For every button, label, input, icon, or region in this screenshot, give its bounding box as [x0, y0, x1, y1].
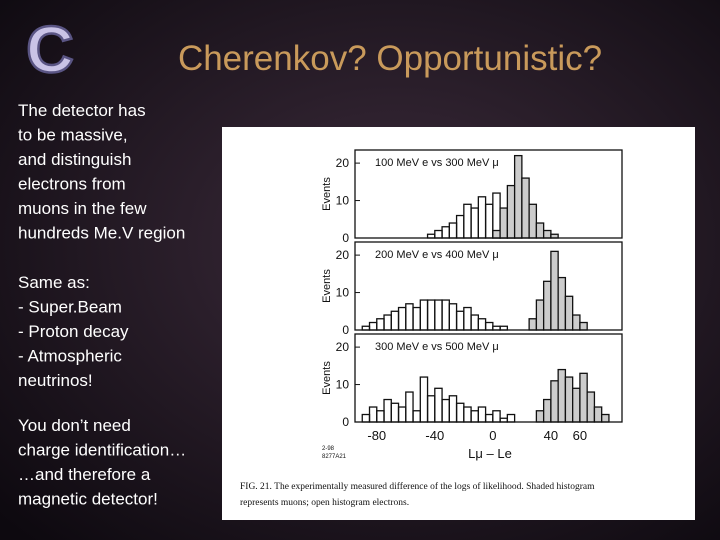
y-tick-label: 20 [336, 248, 350, 262]
histogram-bin [593, 406, 603, 423]
histogram-bin [513, 154, 523, 239]
body-line: - Proton decay [18, 322, 129, 341]
histogram-bin [521, 177, 530, 239]
panel-frame [354, 149, 623, 239]
y-tick-label: 10 [336, 286, 350, 300]
y-tick-label: 0 [342, 323, 349, 337]
histogram-bin [557, 368, 567, 423]
logo: C [26, 12, 74, 86]
panel-title: 200 MeV e vs 400 MeV μ [375, 249, 499, 261]
body-line: The detector has [18, 101, 146, 120]
histogram-bin [601, 413, 610, 423]
x-tick-label: -40 [425, 428, 444, 443]
y-tick-label: 20 [336, 156, 350, 170]
panel-frame [354, 241, 623, 331]
body-line: neutrinos! [18, 371, 93, 390]
y-axis-label: Events [321, 269, 333, 303]
body-line: …and therefore a [18, 465, 151, 484]
figure-code: 2-98 [322, 446, 335, 452]
body-line: electrons from [18, 175, 126, 194]
body-line: muons in the few [18, 199, 147, 218]
histogram-bin [506, 184, 516, 239]
slide-title: Cherenkov? Opportunistic? [178, 39, 602, 78]
figure-box [222, 127, 695, 520]
histogram-bin [542, 398, 552, 423]
y-axis-label: Events [321, 177, 333, 211]
panel-title: 100 MeV e vs 300 MeV μ [375, 157, 499, 169]
histogram-bin [564, 295, 574, 331]
body-line: - Atmospheric [18, 347, 122, 366]
x-tick-label: 60 [573, 428, 587, 443]
x-tick-label: 0 [489, 428, 496, 443]
y-tick-label: 0 [342, 415, 349, 429]
x-axis-label: Lμ – Le [468, 446, 512, 461]
body-text: The detector has to be massive, and distin… [18, 101, 186, 509]
figure: 0 10 20 100 MeV e vs 300 MeV μ Events 0 10 20 20… [240, 149, 623, 508]
histogram-bin [535, 222, 545, 239]
y-tick-label: 10 [336, 194, 350, 208]
panel-title: 300 MeV e vs 500 MeV μ [375, 341, 499, 353]
histogram-bin [492, 229, 501, 239]
figure-code: 8277A21 [322, 454, 347, 460]
body-line: You don’t need [18, 416, 131, 435]
histogram-bin [579, 372, 588, 423]
histogram-bin [535, 299, 545, 331]
panel-frame [354, 333, 623, 423]
histogram-bin [542, 229, 552, 239]
figure-caption: represents muons; open histogram electro… [240, 498, 409, 508]
histogram-bin [586, 391, 596, 423]
histogram-bin [564, 376, 574, 423]
histogram-bin [572, 314, 581, 331]
body-line: hundreds Me.V region [18, 224, 185, 243]
histogram-bin [528, 318, 538, 331]
histogram-bin [528, 203, 538, 239]
histogram-bin [535, 410, 545, 423]
y-tick-label: 10 [336, 378, 350, 392]
x-tick-label: 40 [544, 428, 558, 443]
body-line: Same as: [18, 273, 90, 292]
y-tick-label: 0 [342, 231, 349, 245]
histogram-bin [550, 380, 559, 423]
histogram-bin [557, 276, 567, 331]
y-tick-label: 20 [336, 340, 350, 354]
x-tick-label: -80 [367, 428, 386, 443]
body-line: and distinguish [18, 150, 131, 169]
body-line: magnetic detector! [18, 490, 158, 509]
histogram-bin [550, 250, 559, 331]
y-axis-label: Events [321, 361, 333, 395]
histogram-bin [579, 321, 588, 331]
figure-caption: FIG. 21. The experimentally measured dif… [240, 481, 595, 492]
body-line: to be massive, [18, 126, 128, 145]
histogram-bin [542, 280, 552, 331]
histogram-bin [499, 207, 509, 239]
body-line: charge identification… [18, 441, 186, 460]
body-line: - Super.Beam [18, 298, 122, 317]
histogram-bin [572, 387, 581, 423]
